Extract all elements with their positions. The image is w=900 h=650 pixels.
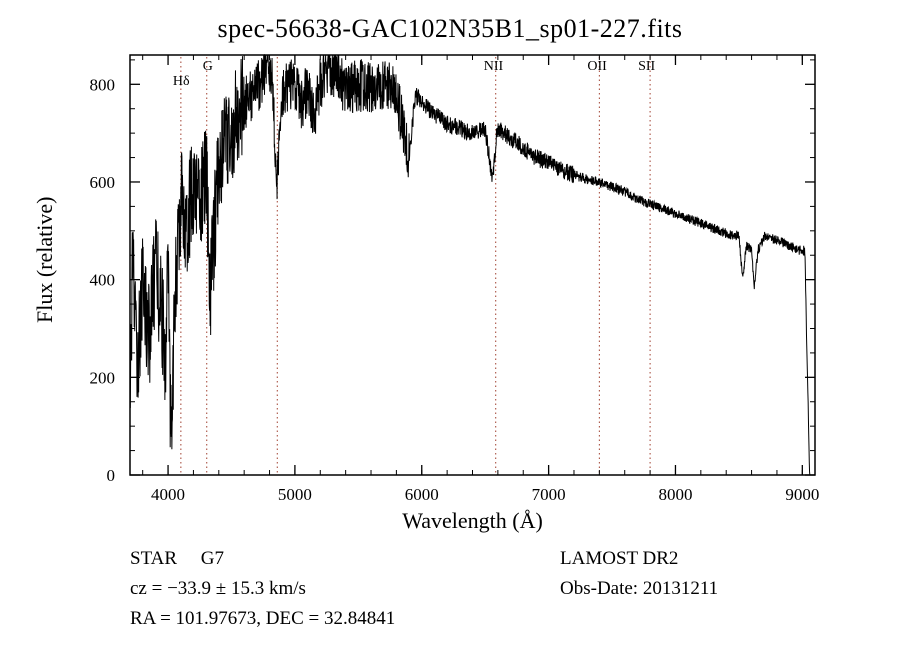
svg-text:8000: 8000 [658, 485, 692, 504]
radial-velocity: cz = −33.9 ± 15.3 km/s [130, 578, 560, 600]
star-info: STAR G7 [130, 548, 560, 570]
spectral-line-label-SII: SII [638, 59, 655, 74]
svg-text:200: 200 [90, 368, 116, 387]
obs-date-spacer [560, 608, 860, 630]
spectral-line-label-Hδ: Hδ [173, 74, 190, 89]
survey-name: LAMOST DR2 [560, 548, 860, 570]
svg-text:5000: 5000 [278, 485, 312, 504]
svg-text:600: 600 [90, 173, 116, 192]
plot-area: 4000 5000 6000 7000 8000 9000 0 200 400 600 800 Hδ… [130, 55, 815, 475]
svg-text:0: 0 [107, 466, 116, 485]
ra-dec: RA = 101.97673, DEC = 32.84841 [130, 608, 560, 630]
svg-text:7000: 7000 [532, 485, 566, 504]
svg-text:9000: 9000 [785, 485, 819, 504]
metadata-footer: STAR G7 LAMOST DR2 cz = −33.9 ± 15.3 km/… [130, 548, 870, 638]
svg-text:400: 400 [90, 271, 116, 290]
obs-date: Obs-Date: 20131211 [560, 578, 860, 600]
star-label: STAR [130, 548, 177, 569]
svg-text:6000: 6000 [405, 485, 439, 504]
spectral-line-label-OII: OII [587, 59, 607, 74]
x-axis-label: Wavelength (Å) [130, 508, 815, 534]
star-type: G7 [201, 548, 224, 569]
svg-text:4000: 4000 [151, 485, 185, 504]
chart-title: spec-56638-GAC102N35B1_sp01-227.fits [0, 14, 900, 44]
spectral-line-label-G: G [203, 59, 213, 74]
spectral-line-label-NII: NII [484, 59, 504, 74]
svg-text:800: 800 [90, 75, 116, 94]
spectrum-viewer: spec-56638-GAC102N35B1_sp01-227.fits Flu… [0, 0, 900, 650]
y-axis-label: Flux (relative) [32, 130, 62, 390]
